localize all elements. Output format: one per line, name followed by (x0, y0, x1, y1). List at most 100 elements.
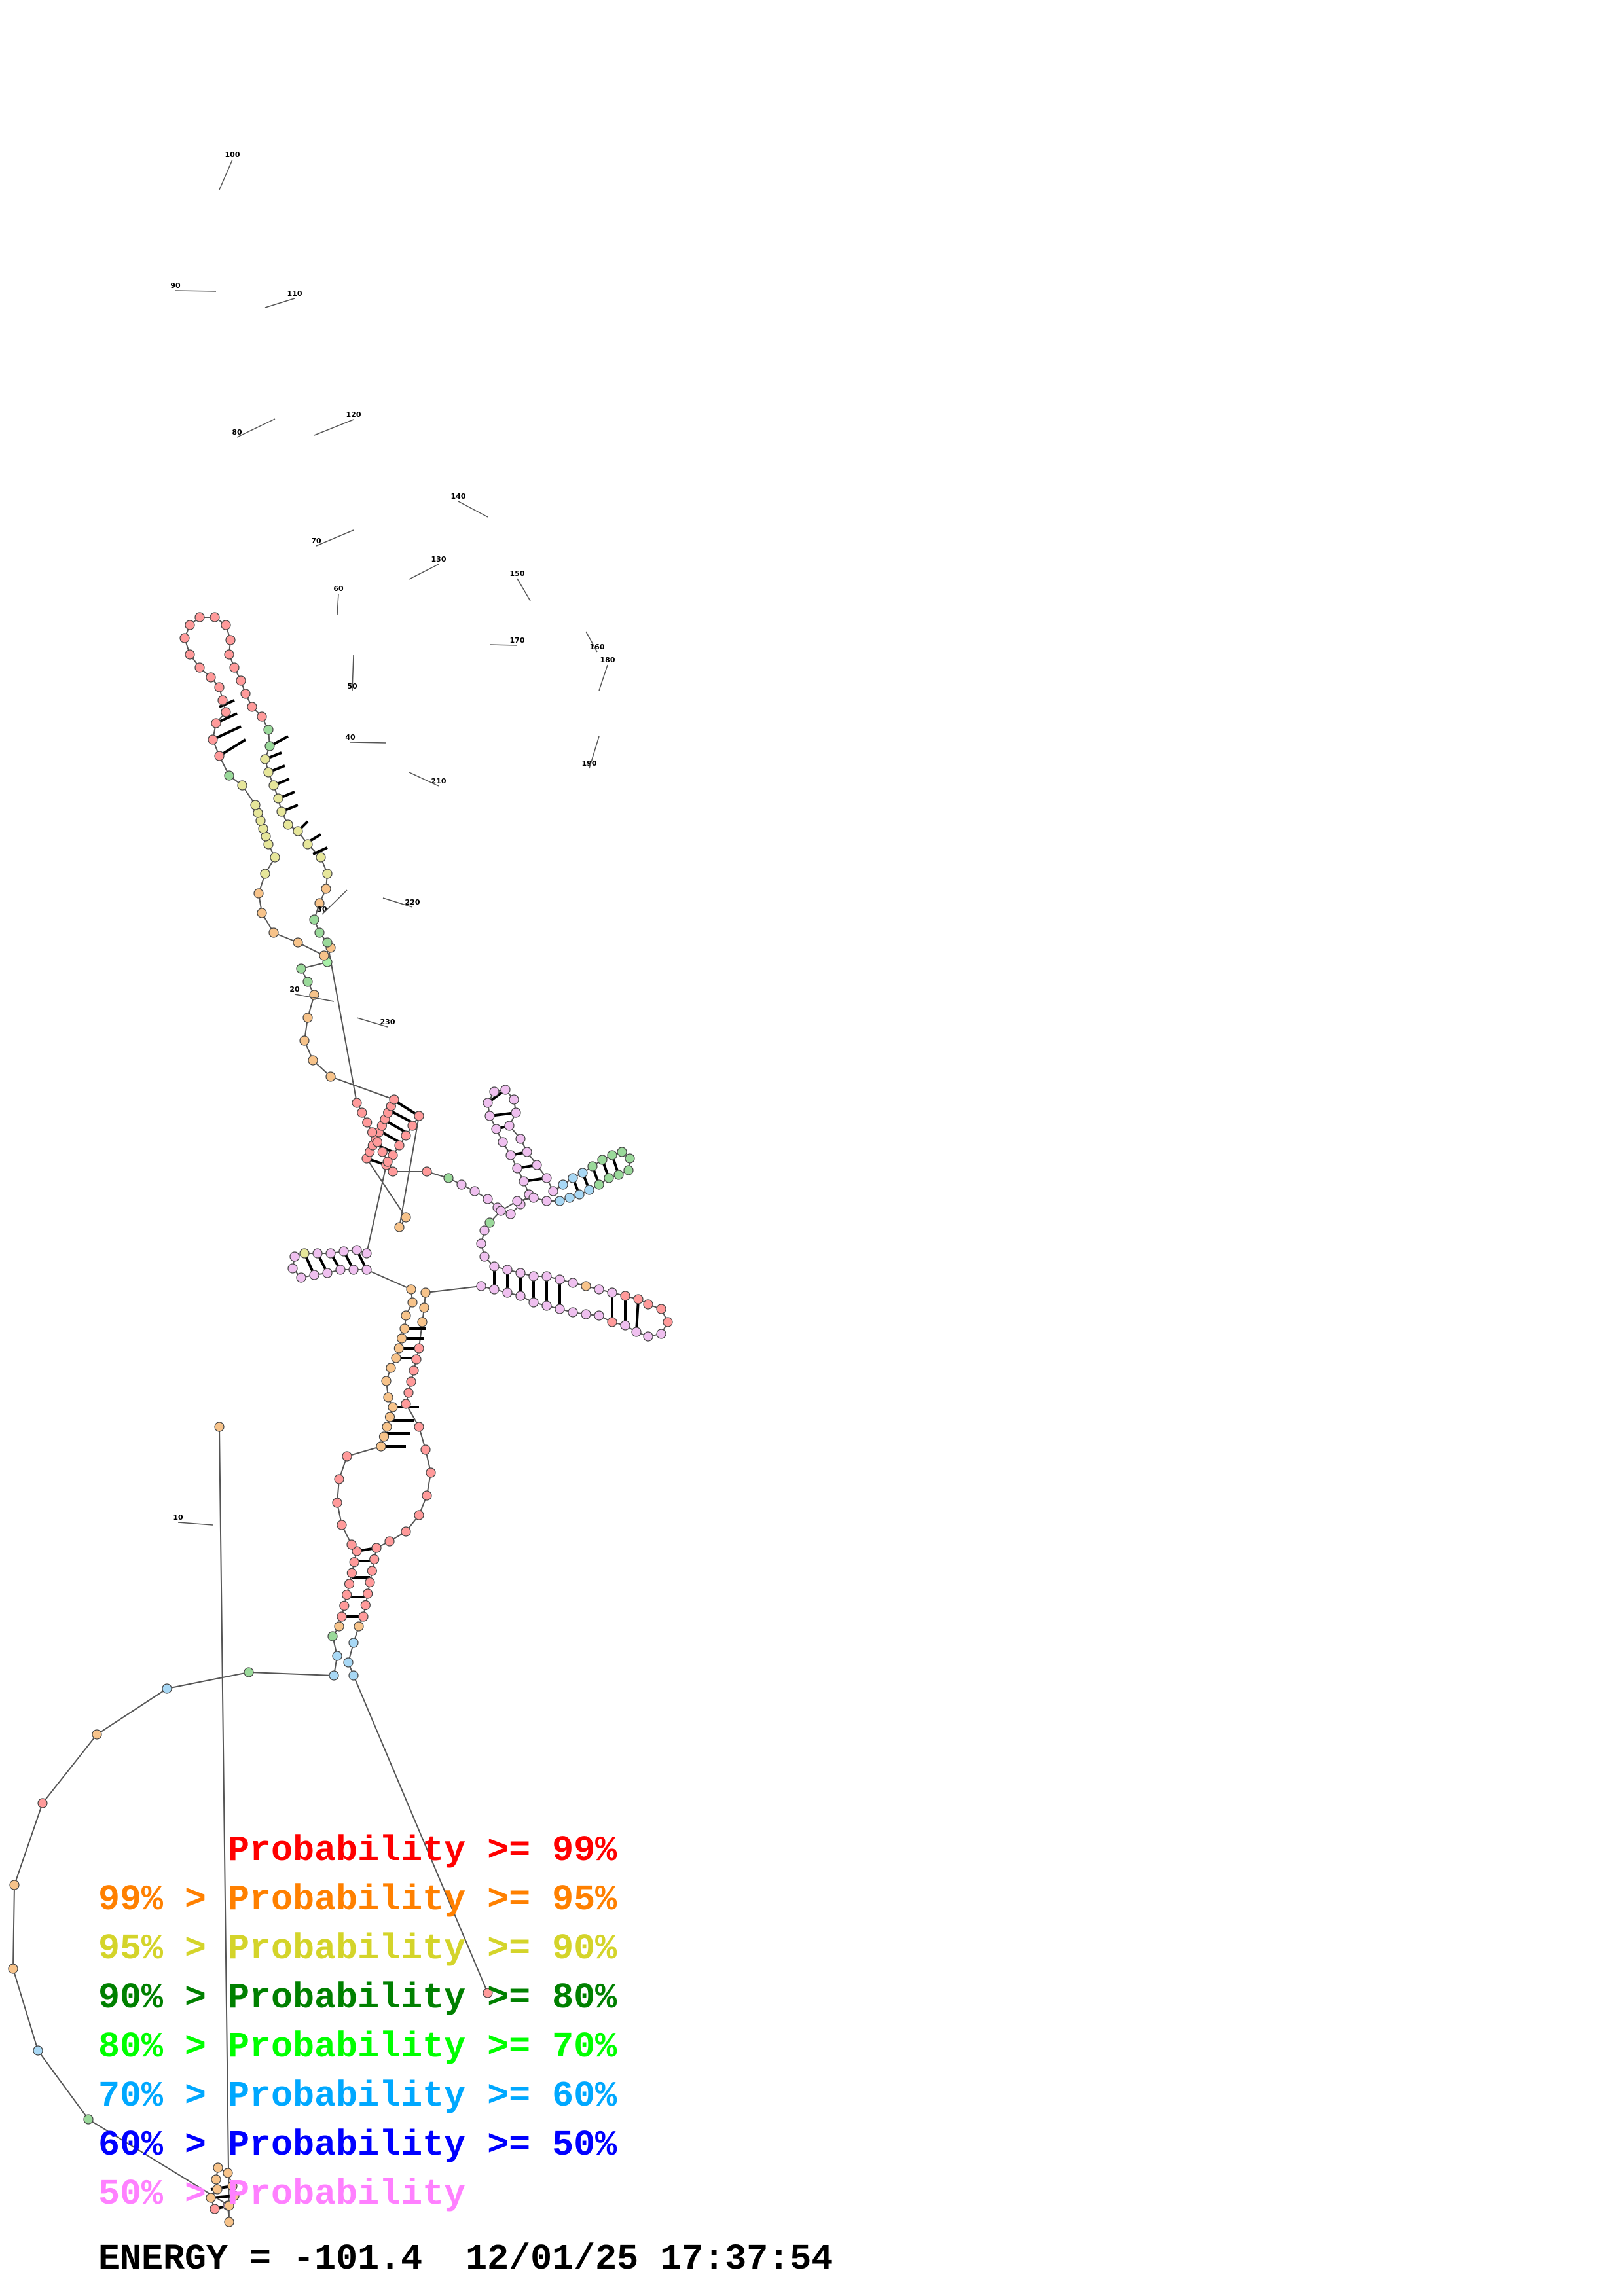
nucleotide (388, 1402, 398, 1412)
nucleotide (348, 1638, 359, 1648)
nucleotide (656, 1304, 666, 1314)
position-label: 80 (232, 428, 242, 437)
nucleotide (577, 1168, 588, 1178)
nucleotide (489, 1261, 500, 1272)
nucleotide (384, 1412, 395, 1422)
nucleotide (597, 1155, 608, 1165)
nucleotide (502, 1265, 513, 1275)
nucleotide (213, 2162, 223, 2173)
nucleotide (296, 1272, 306, 1283)
energy-value: -101.4 (293, 2238, 423, 2280)
nucleotide (352, 1098, 362, 1108)
nucleotide (344, 1579, 355, 1589)
nucleotide (504, 1121, 515, 1131)
nucleotide (401, 1130, 411, 1141)
nucleotide (354, 1621, 364, 1632)
nucleotide (505, 1209, 516, 1219)
legend-text: Probability >= 90% (228, 1928, 617, 1969)
nucleotide (519, 1176, 529, 1187)
position-label: 230 (380, 1018, 395, 1026)
nucleotide (581, 1281, 591, 1291)
nucleotide (631, 1327, 642, 1337)
nucleotide (604, 1173, 614, 1183)
nucleotide (194, 662, 205, 673)
nucleotide (558, 1179, 568, 1190)
nucleotide (381, 1376, 392, 1386)
label-leader-line (314, 419, 354, 436)
nucleotide (92, 1729, 102, 1740)
nucleotide (322, 937, 333, 948)
nucleotide (528, 1193, 539, 1203)
nucleotide (541, 1271, 552, 1282)
nucleotide (9, 1880, 20, 1890)
nucleotide (393, 1343, 404, 1354)
nucleotide (296, 963, 306, 974)
nucleotide (386, 1363, 396, 1373)
nucleotide (617, 1147, 627, 1157)
nucleotide (346, 1568, 357, 1578)
nucleotide (276, 806, 287, 817)
energy-label: ENERGY = (98, 2238, 272, 2280)
position-label: 150 (510, 569, 525, 578)
nucleotide (229, 2191, 240, 2201)
nucleotide (403, 1388, 414, 1398)
nucleotide (515, 1291, 526, 1301)
nucleotide (309, 914, 319, 925)
position-label: 190 (582, 759, 597, 768)
nucleotide (469, 1186, 480, 1196)
position-label: 220 (405, 898, 420, 906)
legend-prefix: 95% > (98, 1928, 228, 1969)
nucleotide (352, 1546, 362, 1556)
nucleotide (613, 1170, 624, 1180)
nucleotide (334, 1621, 344, 1632)
label-leader-line (294, 994, 335, 1002)
nucleotide (224, 649, 234, 660)
position-label: 30 (317, 905, 327, 914)
label-leader-line (409, 564, 439, 580)
nucleotide (247, 702, 257, 712)
nucleotide (401, 1526, 411, 1537)
nucleotide (489, 1284, 500, 1295)
nucleotide (414, 1111, 424, 1121)
label-leader-line (321, 889, 348, 915)
nucleotide (302, 839, 313, 850)
nucleotide (289, 1251, 300, 1262)
nucleotide (316, 852, 326, 863)
nucleotide (401, 1310, 411, 1321)
nucleotide (407, 1297, 418, 1308)
nucleotide (378, 1431, 390, 1442)
nucleotide (349, 1557, 359, 1568)
nucleotide (293, 826, 303, 836)
nucleotide (357, 1107, 367, 1118)
legend-row: 80% > Probability >= 70% (98, 2022, 617, 2072)
nucleotide (476, 1238, 486, 1249)
nucleotide (335, 1265, 346, 1275)
nucleotide (422, 1166, 432, 1177)
legend-text: Probability >= 50% (228, 2125, 617, 2166)
nucleotide-circles (8, 612, 673, 2227)
nucleotide (348, 1265, 359, 1275)
probability-legend: Probability >= 99% 99% > Probability >= 9… (98, 1826, 617, 2219)
nucleotide (620, 1320, 630, 1331)
nucleotide (420, 1444, 431, 1455)
nucleotide (382, 1422, 392, 1432)
nucleotide (206, 672, 216, 683)
nucleotide (414, 1343, 424, 1354)
nucleotide (496, 1206, 506, 1216)
position-label: 20 (289, 985, 300, 994)
label-leader-line (356, 1017, 388, 1028)
legend-row: 60% > Probability >= 50% (98, 2121, 617, 2170)
nucleotide (512, 1196, 522, 1206)
label-leader-line (409, 772, 439, 787)
nucleotide (240, 689, 251, 699)
nucleotide (214, 751, 225, 761)
nucleotide (399, 1323, 410, 1334)
nucleotide (185, 620, 195, 630)
nucleotide (236, 675, 246, 686)
nucleotide (414, 1422, 424, 1432)
nucleotide (224, 2200, 234, 2211)
nucleotide (456, 1179, 467, 1190)
nucleotide (484, 1217, 495, 1228)
label-leader-line (350, 742, 387, 744)
nucleotide (509, 1094, 519, 1105)
